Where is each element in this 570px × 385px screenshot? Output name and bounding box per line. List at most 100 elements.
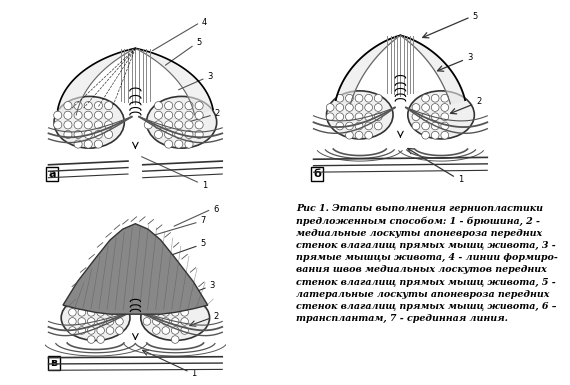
Circle shape (431, 104, 439, 111)
Circle shape (355, 131, 363, 139)
Circle shape (172, 327, 179, 334)
Circle shape (181, 309, 189, 316)
Circle shape (326, 104, 334, 111)
Circle shape (162, 327, 169, 334)
Circle shape (172, 300, 179, 307)
Circle shape (54, 111, 62, 119)
Circle shape (175, 131, 183, 139)
Circle shape (172, 318, 179, 325)
Circle shape (345, 113, 353, 121)
Ellipse shape (54, 96, 124, 148)
Circle shape (374, 122, 382, 130)
Circle shape (106, 300, 114, 307)
Circle shape (185, 102, 193, 110)
Circle shape (355, 113, 363, 121)
Circle shape (78, 318, 86, 325)
Text: 1: 1 (192, 370, 197, 378)
Circle shape (64, 111, 72, 119)
Text: 2: 2 (213, 311, 218, 320)
Circle shape (64, 102, 72, 110)
Circle shape (84, 131, 92, 139)
Circle shape (326, 113, 334, 121)
Circle shape (185, 131, 193, 139)
Circle shape (345, 122, 353, 130)
Circle shape (165, 111, 173, 119)
Circle shape (336, 94, 344, 102)
Circle shape (172, 309, 179, 316)
Circle shape (165, 102, 173, 110)
Circle shape (441, 122, 449, 130)
Circle shape (106, 327, 114, 334)
Circle shape (104, 121, 113, 129)
Circle shape (74, 131, 82, 139)
Text: 1: 1 (202, 181, 207, 189)
Circle shape (336, 104, 344, 111)
Polygon shape (336, 35, 400, 104)
Ellipse shape (327, 91, 393, 139)
Circle shape (154, 111, 162, 119)
Circle shape (181, 327, 189, 334)
Text: в: в (51, 358, 58, 368)
Circle shape (84, 121, 92, 129)
Circle shape (78, 309, 86, 316)
Circle shape (441, 113, 449, 121)
Circle shape (74, 102, 82, 110)
Text: б: б (314, 169, 321, 179)
Text: 6: 6 (213, 205, 218, 214)
Circle shape (412, 104, 420, 111)
Text: Рис 1. Этапы выполнения герниопластики
предложенным способом: 1 - брюшина, 2 -
м: Рис 1. Этапы выполнения герниопластики п… (296, 204, 558, 323)
Circle shape (162, 300, 169, 307)
Circle shape (95, 111, 103, 119)
Circle shape (345, 104, 353, 111)
Circle shape (74, 111, 82, 119)
Text: 5: 5 (201, 239, 206, 248)
Circle shape (175, 111, 183, 119)
Circle shape (116, 309, 123, 316)
Circle shape (84, 140, 92, 148)
Circle shape (345, 94, 353, 102)
Circle shape (154, 102, 162, 110)
Circle shape (172, 336, 179, 343)
Text: 5: 5 (196, 38, 202, 47)
Text: 3: 3 (207, 72, 213, 80)
Circle shape (374, 94, 382, 102)
Circle shape (365, 94, 373, 102)
Circle shape (175, 121, 183, 129)
Circle shape (422, 131, 429, 139)
Circle shape (374, 104, 382, 111)
Circle shape (181, 300, 189, 307)
Polygon shape (400, 35, 465, 104)
Circle shape (355, 104, 363, 111)
Circle shape (97, 336, 104, 343)
Circle shape (74, 121, 82, 129)
Circle shape (374, 113, 382, 121)
Circle shape (84, 111, 92, 119)
Circle shape (95, 102, 103, 110)
Text: 3: 3 (210, 281, 215, 290)
Circle shape (153, 309, 160, 316)
Text: 1: 1 (458, 175, 463, 184)
Circle shape (336, 122, 344, 130)
Circle shape (355, 94, 363, 102)
Circle shape (431, 94, 439, 102)
Circle shape (64, 131, 72, 139)
Circle shape (185, 121, 193, 129)
Circle shape (144, 121, 152, 129)
Circle shape (104, 111, 113, 119)
Circle shape (345, 131, 353, 139)
Circle shape (64, 121, 72, 129)
Polygon shape (63, 224, 207, 314)
Circle shape (95, 140, 103, 148)
Circle shape (162, 318, 169, 325)
Circle shape (153, 300, 160, 307)
Circle shape (422, 94, 429, 102)
Circle shape (422, 122, 429, 130)
Circle shape (162, 309, 169, 316)
Text: 5: 5 (473, 12, 478, 22)
Circle shape (87, 318, 95, 325)
Circle shape (95, 131, 103, 139)
Circle shape (116, 300, 123, 307)
Circle shape (422, 104, 429, 111)
Circle shape (195, 111, 203, 119)
Text: 7: 7 (201, 216, 206, 224)
